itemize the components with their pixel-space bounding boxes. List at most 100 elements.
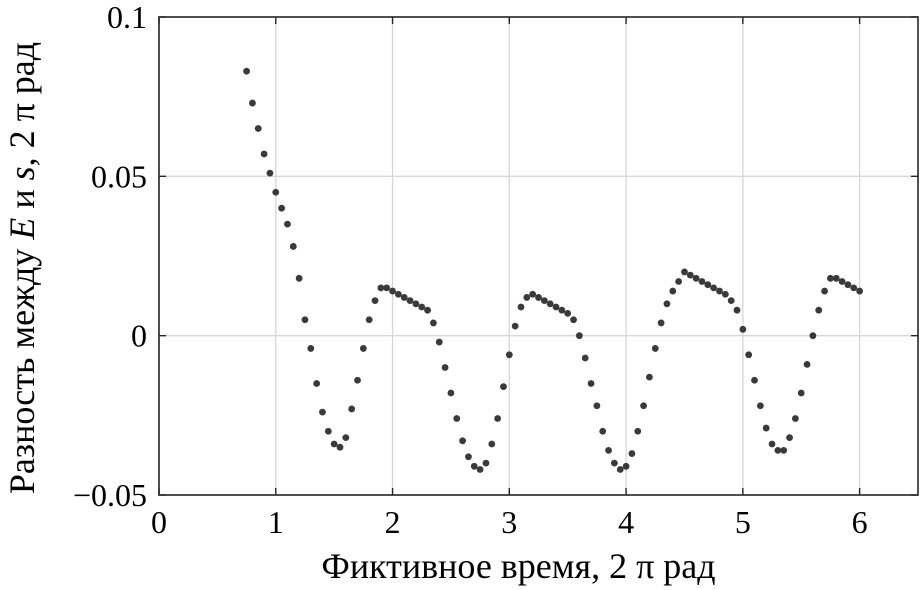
data-point — [587, 380, 595, 387]
x-tick-label: 4 — [618, 504, 634, 540]
data-point — [383, 284, 391, 292]
data-point — [827, 274, 834, 282]
data-point — [832, 274, 840, 282]
data-point — [500, 383, 507, 391]
data-point — [564, 309, 572, 317]
data-point — [634, 427, 642, 435]
data-point — [611, 459, 618, 467]
data-point — [447, 389, 455, 397]
data-point — [494, 415, 502, 422]
axis-ticks — [158, 16, 918, 496]
data-point — [453, 415, 461, 422]
data-point — [809, 332, 817, 340]
data-point — [307, 345, 315, 352]
data-point — [815, 306, 823, 314]
data-point — [465, 453, 472, 461]
data-point — [721, 290, 729, 298]
data-point — [540, 297, 548, 305]
data-point — [505, 351, 513, 359]
grid-lines — [158, 16, 918, 496]
data-point — [605, 446, 612, 454]
data-point — [756, 402, 764, 410]
data-point — [651, 345, 659, 352]
data-point — [324, 427, 332, 435]
data-point — [313, 380, 321, 387]
data-point — [745, 351, 753, 359]
data-point — [330, 440, 338, 448]
data-point — [482, 459, 490, 467]
data-point — [657, 319, 665, 327]
data-points — [243, 67, 864, 473]
data-point — [692, 274, 700, 282]
data-point — [575, 332, 583, 340]
data-point — [243, 67, 250, 75]
data-point — [751, 376, 758, 384]
data-point — [727, 297, 735, 305]
data-point — [377, 284, 385, 292]
data-point — [354, 376, 361, 384]
x-tick-label: 3 — [501, 504, 517, 540]
x-tick-label: 1 — [268, 504, 284, 540]
data-point — [762, 424, 770, 432]
data-point — [838, 278, 846, 285]
data-point — [249, 99, 256, 107]
data-point — [628, 450, 636, 457]
data-point — [371, 297, 379, 305]
plot-frame — [158, 16, 919, 496]
data-point — [523, 294, 531, 301]
data-point — [406, 297, 414, 305]
data-point — [389, 287, 396, 295]
data-point — [803, 360, 811, 368]
data-point — [774, 446, 782, 454]
data-point — [418, 303, 426, 311]
data-point — [640, 402, 647, 410]
data-point — [260, 150, 268, 158]
data-point — [780, 446, 788, 454]
data-point — [319, 408, 326, 416]
data-point — [272, 188, 280, 196]
data-point — [616, 466, 624, 473]
data-point — [733, 306, 741, 314]
data-point — [622, 462, 630, 470]
data-point — [289, 243, 297, 250]
data-point — [359, 345, 367, 352]
data-point — [663, 300, 671, 308]
x-axis-title: Фиктивное время, 2 π рад — [321, 546, 715, 586]
data-point — [301, 316, 309, 324]
data-point — [570, 316, 577, 324]
y-axis-title-part: Разность между — [2, 240, 42, 494]
data-point — [412, 300, 420, 308]
data-point — [581, 354, 589, 362]
data-point — [348, 405, 356, 413]
data-point — [710, 284, 718, 292]
data-point — [430, 319, 437, 327]
data-point — [844, 281, 852, 289]
data-point — [686, 271, 694, 279]
data-point — [342, 434, 350, 442]
y-tick-label: 0.1 — [107, 0, 147, 35]
data-point — [435, 338, 443, 346]
data-point — [558, 306, 566, 314]
y-axis-title: Разность между E и s, 2 π рад — [2, 42, 42, 494]
data-point — [470, 462, 478, 470]
y-axis-title-part: и — [2, 180, 42, 217]
data-point — [675, 278, 683, 285]
data-point — [284, 220, 291, 228]
y-tick-label: −0.05 — [73, 477, 147, 513]
data-point — [786, 434, 793, 442]
data-point — [511, 322, 519, 330]
y-axis-title-part: , 2 π рад — [2, 42, 42, 166]
x-tick-label: 6 — [852, 504, 868, 540]
data-point — [365, 316, 373, 324]
data-point — [593, 402, 601, 410]
data-point — [459, 437, 466, 445]
data-point — [681, 268, 688, 276]
data-point — [336, 443, 344, 451]
data-point — [599, 427, 607, 435]
data-point — [552, 303, 560, 311]
y-tick-label: 0.05 — [91, 158, 147, 194]
data-point — [517, 303, 525, 311]
data-point — [424, 306, 431, 314]
data-point — [254, 125, 262, 132]
